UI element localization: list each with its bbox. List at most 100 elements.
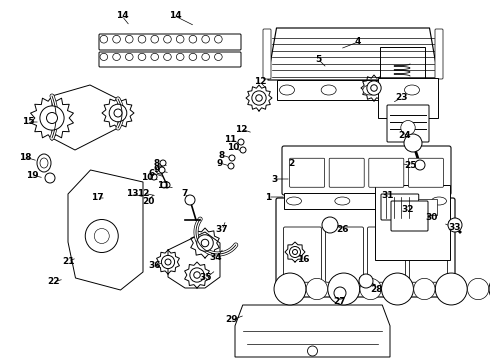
Bar	[375, 185, 450, 260]
Text: 10: 10	[227, 144, 239, 153]
Text: 14: 14	[169, 12, 181, 21]
Text: 17: 17	[91, 194, 103, 202]
Text: 12: 12	[254, 77, 266, 86]
Ellipse shape	[202, 35, 209, 43]
Circle shape	[159, 167, 165, 173]
Ellipse shape	[202, 53, 209, 60]
Text: 20: 20	[142, 197, 154, 206]
Circle shape	[371, 85, 377, 91]
Circle shape	[401, 121, 415, 135]
Circle shape	[334, 287, 346, 299]
Circle shape	[161, 182, 167, 188]
Text: 16: 16	[297, 255, 309, 264]
Ellipse shape	[164, 35, 171, 43]
Text: 7: 7	[182, 189, 188, 198]
Circle shape	[415, 160, 425, 170]
Text: 31: 31	[382, 192, 394, 201]
Circle shape	[45, 173, 55, 183]
Circle shape	[252, 91, 266, 105]
Ellipse shape	[100, 35, 108, 43]
Text: 36: 36	[149, 261, 161, 270]
FancyBboxPatch shape	[391, 201, 428, 231]
Polygon shape	[268, 28, 438, 80]
FancyBboxPatch shape	[410, 227, 447, 282]
Ellipse shape	[215, 53, 222, 60]
Text: 23: 23	[395, 94, 407, 103]
Ellipse shape	[335, 197, 350, 205]
Ellipse shape	[321, 85, 336, 95]
Ellipse shape	[151, 53, 159, 60]
Bar	[418, 199, 437, 215]
Circle shape	[165, 259, 171, 265]
Ellipse shape	[125, 35, 133, 43]
Circle shape	[151, 174, 157, 180]
Bar	[277, 80, 422, 100]
Circle shape	[256, 95, 262, 101]
Ellipse shape	[432, 197, 446, 205]
Text: 34: 34	[210, 253, 222, 262]
Circle shape	[228, 163, 234, 169]
Text: 9: 9	[217, 158, 223, 167]
Ellipse shape	[113, 35, 121, 43]
Text: 3: 3	[271, 175, 277, 184]
Ellipse shape	[383, 197, 398, 205]
Text: 5: 5	[315, 54, 321, 63]
Circle shape	[109, 104, 127, 122]
Circle shape	[229, 155, 235, 161]
Text: 27: 27	[334, 297, 346, 306]
Circle shape	[40, 106, 64, 130]
Text: 33: 33	[449, 224, 461, 233]
Ellipse shape	[363, 85, 378, 95]
Text: 13: 13	[126, 189, 138, 198]
Circle shape	[47, 112, 57, 123]
FancyBboxPatch shape	[329, 158, 364, 187]
Ellipse shape	[287, 197, 301, 205]
Circle shape	[161, 255, 174, 269]
Circle shape	[404, 134, 422, 152]
Circle shape	[274, 273, 306, 305]
Circle shape	[190, 268, 204, 282]
Circle shape	[290, 247, 300, 257]
Text: 8: 8	[154, 158, 160, 167]
Circle shape	[322, 217, 338, 233]
Ellipse shape	[176, 35, 184, 43]
Text: 8: 8	[219, 150, 225, 159]
Text: 1: 1	[265, 193, 271, 202]
Circle shape	[328, 273, 360, 305]
FancyBboxPatch shape	[290, 158, 324, 187]
Text: 10: 10	[141, 174, 153, 183]
Text: 21: 21	[62, 256, 74, 266]
Text: 37: 37	[216, 225, 228, 234]
Text: 24: 24	[399, 130, 411, 139]
Circle shape	[435, 273, 467, 305]
Circle shape	[308, 346, 318, 356]
Text: 11: 11	[157, 181, 169, 190]
Circle shape	[489, 273, 490, 305]
Circle shape	[467, 278, 489, 300]
Ellipse shape	[151, 35, 159, 43]
Text: 32: 32	[402, 206, 414, 215]
Ellipse shape	[125, 53, 133, 60]
Circle shape	[160, 160, 166, 166]
Circle shape	[382, 273, 414, 305]
Circle shape	[164, 182, 170, 188]
Text: 12: 12	[137, 189, 149, 198]
Text: 15: 15	[22, 117, 34, 126]
Ellipse shape	[189, 53, 196, 60]
Text: 14: 14	[116, 12, 128, 21]
Text: 12: 12	[235, 125, 247, 134]
Circle shape	[114, 109, 122, 117]
FancyBboxPatch shape	[368, 227, 406, 282]
Circle shape	[240, 147, 246, 153]
Circle shape	[185, 195, 195, 205]
Bar	[284, 193, 449, 209]
Text: 9: 9	[154, 166, 160, 175]
Circle shape	[201, 239, 209, 247]
FancyBboxPatch shape	[408, 158, 443, 187]
Circle shape	[359, 274, 373, 288]
Polygon shape	[68, 170, 143, 290]
Circle shape	[293, 249, 297, 255]
Circle shape	[238, 139, 244, 145]
Bar	[380, 47, 425, 85]
Polygon shape	[235, 305, 390, 357]
